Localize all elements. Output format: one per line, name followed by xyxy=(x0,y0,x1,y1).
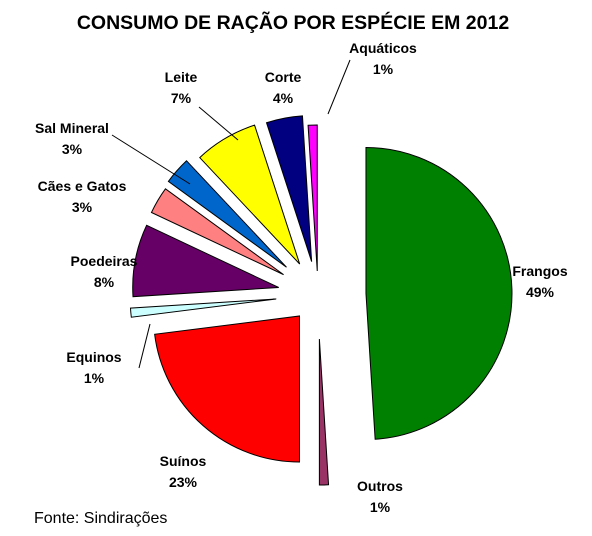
slice-value-poedeiras: 8% xyxy=(94,274,115,290)
leader-line-aquaticos xyxy=(327,59,351,115)
pie-slice-outros xyxy=(318,338,330,486)
pie-slice-poedeiras xyxy=(132,224,279,298)
pie-slice-sal-mineral xyxy=(167,160,287,268)
slice-label-suinos: Suínos xyxy=(160,453,207,469)
slice-value-caes-e-gatos: 3% xyxy=(72,199,93,215)
slice-label-sal-mineral: Sal Mineral xyxy=(35,120,109,136)
slice-value-sal-mineral: 3% xyxy=(62,141,83,157)
pie-slice-aquaticos xyxy=(307,124,318,272)
slice-value-outros: 1% xyxy=(370,499,391,515)
slice-label-aquaticos: Aquáticos xyxy=(349,40,417,56)
pie-slice-caes-e-gatos xyxy=(150,188,284,276)
slice-label-poedeiras: Poedeiras xyxy=(71,253,138,269)
slice-label-outros: Outros xyxy=(357,478,403,494)
pie-slice-frangos xyxy=(365,146,513,440)
slice-value-frangos: 49% xyxy=(526,284,555,300)
chart-title: CONSUMO DE RAÇÃO POR ESPÉCIE EM 2012 xyxy=(77,11,509,34)
pie-slice-leite xyxy=(199,124,301,265)
leader-line-leite xyxy=(198,106,239,141)
slice-label-equinos: Equinos xyxy=(66,349,121,365)
leader-line-sal-mineral xyxy=(111,134,191,185)
slice-label-leite: Leite xyxy=(165,69,198,85)
slice-value-leite: 7% xyxy=(171,90,192,106)
leader-line-equinos xyxy=(138,323,151,369)
pie-slice-suinos xyxy=(154,315,300,463)
pie-slice-corte xyxy=(265,115,313,262)
slice-value-aquaticos: 1% xyxy=(373,61,394,77)
slice-label-frangos: Frangos xyxy=(512,263,567,279)
slice-label-corte: Corte xyxy=(265,69,302,85)
slice-value-equinos: 1% xyxy=(84,370,105,386)
slice-value-corte: 4% xyxy=(273,90,294,106)
chart-source: Fonte: Sindirações xyxy=(34,510,167,527)
slice-label-caes-e-gatos: Cães e Gatos xyxy=(38,178,127,194)
pie-slice-equinos xyxy=(129,298,277,318)
slice-value-suinos: 23% xyxy=(169,474,198,490)
